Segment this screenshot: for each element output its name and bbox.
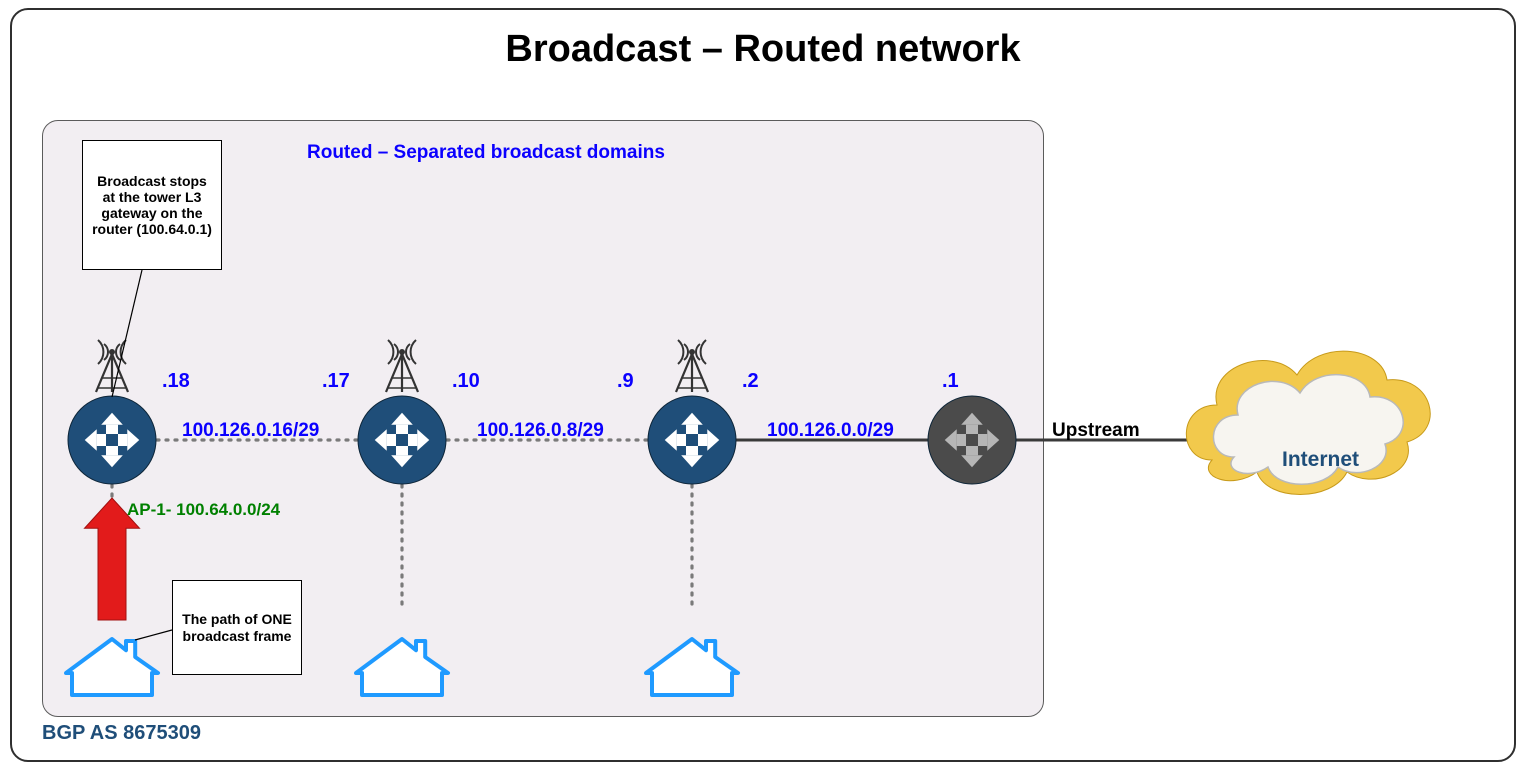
house-icon <box>356 639 448 695</box>
router-ip-label: .18 <box>162 370 190 393</box>
router-ip-label: .1 <box>942 370 959 393</box>
callout-box: Broadcast stops at the tower L3 gateway … <box>82 140 222 270</box>
house-icon <box>646 639 738 695</box>
callout-leader <box>135 630 172 640</box>
callout-leader <box>112 270 142 397</box>
ap-subnet-label: AP-1- 100.64.0.0/24 <box>127 500 280 520</box>
router-ip-label: .17 <box>322 370 350 393</box>
diagram-frame: Broadcast – Routed network Routed – Sepa… <box>10 8 1516 762</box>
router-ip-label: .9 <box>617 370 634 393</box>
subnet-label: 100.126.0.0/29 <box>767 420 894 442</box>
router-r2 <box>358 340 446 484</box>
router-ip-label: .2 <box>742 370 759 393</box>
router-r1 <box>68 340 156 484</box>
callout-box: The path of ONE broadcast frame <box>172 580 302 675</box>
subnet-label: 100.126.0.8/29 <box>477 420 604 442</box>
router-ip-label: .10 <box>452 370 480 393</box>
router-r3 <box>648 340 736 484</box>
cloud-label: Internet <box>1282 448 1359 472</box>
tower-icon <box>676 340 708 392</box>
tower-icon <box>386 340 418 392</box>
house-icon <box>66 639 158 695</box>
router-r4 <box>928 396 1016 484</box>
subnet-label: 100.126.0.16/29 <box>182 420 319 442</box>
upstream-label: Upstream <box>1052 420 1140 442</box>
